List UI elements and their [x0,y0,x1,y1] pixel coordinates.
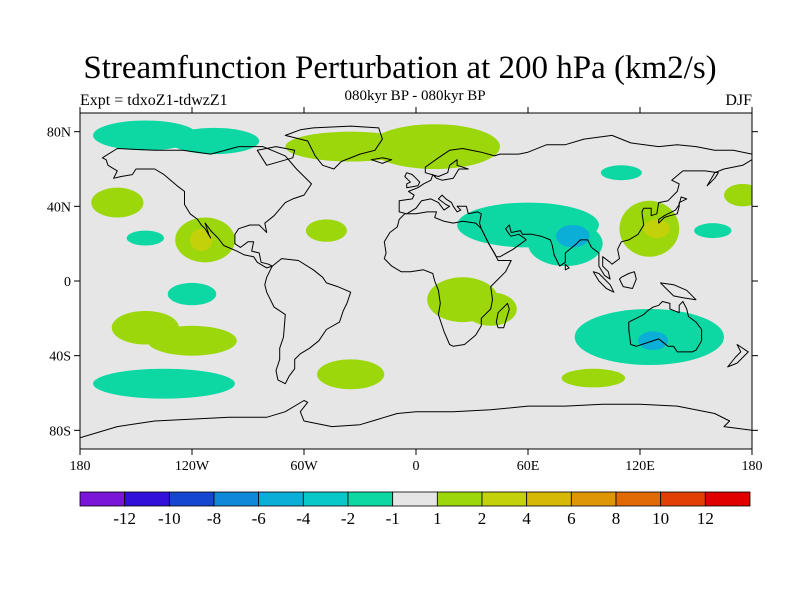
colorbar: -12 -10 -8 -6 -4 -2 -1 1 2 4 6 8 10 12 [79,491,751,528]
colorbar-swatch [570,491,617,507]
coastline-layer [80,125,752,439]
lat-tick-label: 80N [47,126,71,141]
colorbar-label: 8 [612,509,621,528]
axis-layer: 80N 40N 0 40S 80S 180 120W 60W 0 60E 120E 180 [47,107,763,474]
anomaly-region [317,359,385,390]
lat-tick-label: 80S [49,424,71,439]
anomaly-region [305,219,347,242]
anomaly-region [190,228,213,252]
colorbar-swatch [704,491,751,507]
coastline-baffin [256,146,296,166]
coastline-iceland [370,157,393,164]
coastline-madagascar [495,302,510,329]
lon-tick-label: 120E [625,459,655,474]
anomaly-region [724,183,752,207]
colorbar-label: -8 [207,509,221,528]
colorbar-swatch [347,491,394,507]
anomaly-region [643,219,670,239]
coastline-madagascar-sri-lanka [564,263,570,271]
lon-tick-label: 180 [742,459,763,474]
period-label: 080kyr BP - 080kyr BP [344,88,486,104]
contour-fill-layer [91,120,752,399]
colorbar-swatch [481,491,528,507]
coastline-australia [628,301,703,353]
colorbar-swatch [213,491,260,507]
lon-tick-label: 60W [290,459,318,474]
colorbar-label: -2 [341,509,355,528]
experiment-label: Expt = tdxoZ1-tdwzZ1 [80,92,228,109]
coastline-new-guinea [660,282,697,301]
lon-tick-label: 60E [517,459,540,474]
coastline-new-zealand [727,344,749,368]
colorbar-swatch [124,491,170,507]
colorbar-swatch [660,491,706,507]
colorbar-label: 10 [652,509,669,528]
colorbar-label: 6 [567,509,576,528]
lon-tick-label: 180 [70,459,91,474]
colorbar-swatch [302,491,349,507]
anomaly-region [167,282,217,306]
colorbar-label: -1 [386,509,400,528]
anomaly-region [91,187,144,218]
colorbar-label: 4 [522,509,531,528]
colorbar-label: -6 [252,509,266,528]
coastline-antarctica [80,400,752,439]
colorbar-label: -12 [113,509,136,528]
anomaly-region [694,223,732,239]
anomaly-region [600,165,642,181]
lat-tick-label: 40S [49,350,71,365]
anomaly-region [126,230,164,246]
lon-tick-label: 0 [413,459,420,474]
coastline-borneo [619,271,637,289]
colorbar-swatch [436,491,483,507]
coastline-japan [658,196,688,224]
anomaly-region [369,124,500,169]
colorbar-swatch [258,491,304,507]
chart-title: Streamfunction Perturbation at 200 hPa (… [83,50,717,86]
lon-tick-label: 120W [175,459,210,474]
anomaly-region [93,368,235,399]
colorbar-swatch [526,491,572,507]
colorbar-swatch [79,491,126,507]
coastline-sumatra [592,271,615,293]
lat-tick-label: 0 [64,275,71,290]
colorbar-swatch [615,491,662,507]
coastline-greenland [284,125,383,170]
coastline-south-america [264,258,352,385]
coastline-eurasia [398,134,752,280]
coastline-africa [383,211,512,347]
lat-tick-label: 40N [47,200,71,215]
colorbar-label: -10 [158,509,181,528]
anomaly-region [147,325,237,356]
colorbar-swatch [392,491,438,507]
colorbar-swatch [168,491,215,507]
colorbar-label: 1 [433,509,442,528]
colorbar-label: 2 [478,509,487,528]
season-label: DJF [725,92,752,109]
anomaly-region [556,225,590,248]
coastline-north-america [101,146,312,269]
colorbar-label: 12 [697,509,714,528]
coastline-britain [404,172,421,189]
colorbar-label: -4 [296,509,311,528]
anomaly-region [561,368,626,388]
